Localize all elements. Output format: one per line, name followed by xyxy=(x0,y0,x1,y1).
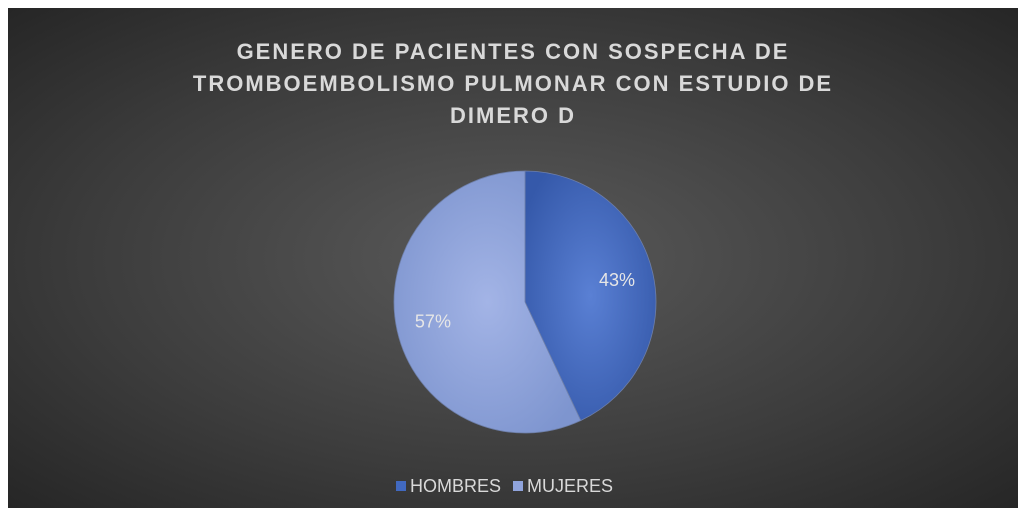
legend-label: HOMBRES xyxy=(410,476,501,496)
legend-swatch xyxy=(396,481,406,491)
pie-slice xyxy=(393,170,582,434)
chart-area: 43% 57% HOMBRES MUJERES GENERO DE PACIENTES… xyxy=(8,8,1018,508)
chart-title: GENERO DE PACIENTES CON SOSPECHA DE TROM… xyxy=(192,39,834,128)
data-label: 57% xyxy=(415,311,451,331)
chart: 43% 57% HOMBRES MUJERES xyxy=(393,170,657,496)
legend-swatch xyxy=(513,481,523,491)
data-label: 43% xyxy=(599,270,635,290)
pie-slice xyxy=(524,170,657,422)
legend-label: MUJERES xyxy=(527,476,613,496)
